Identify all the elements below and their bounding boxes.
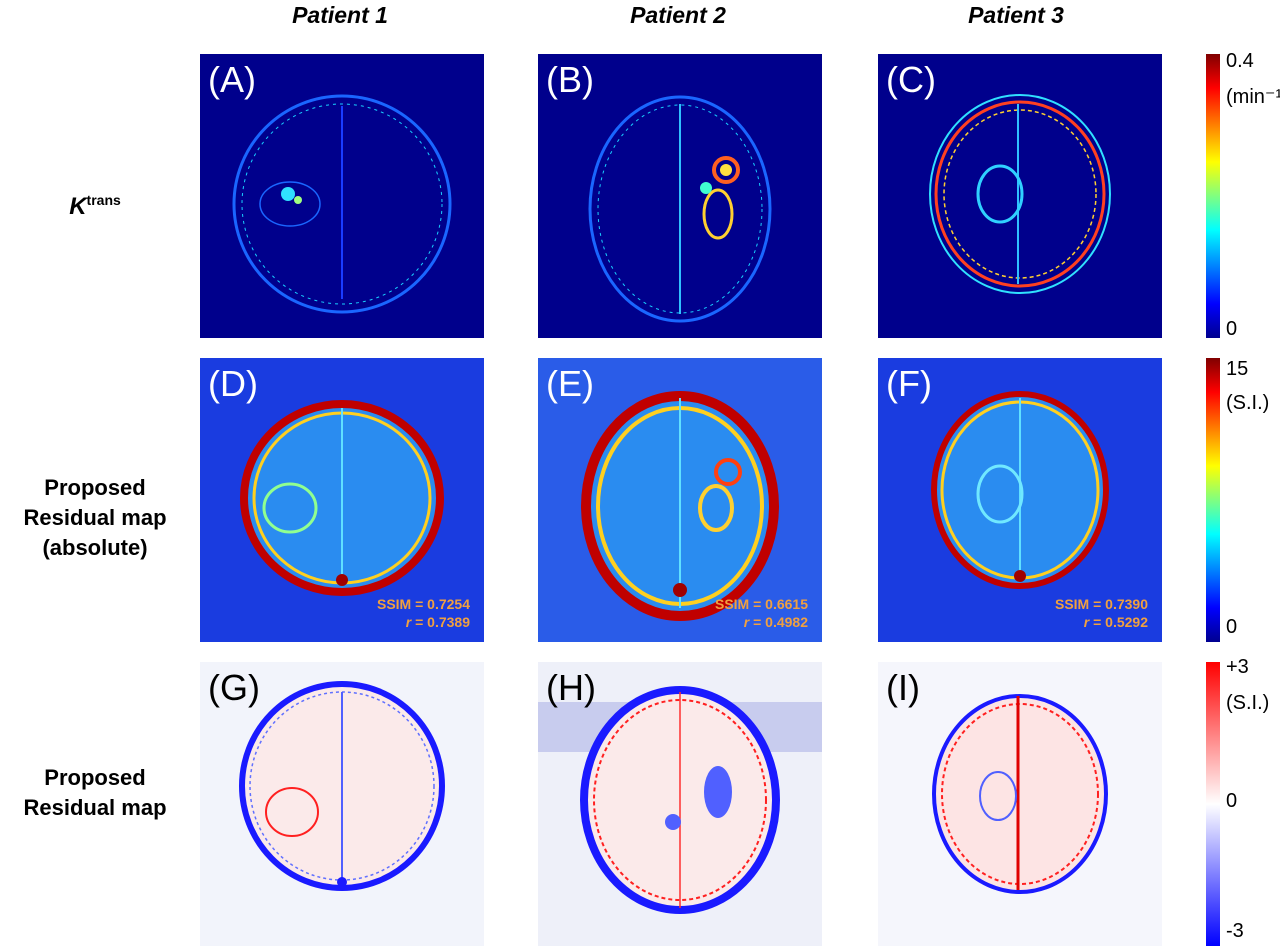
colorbar-res-zero: 0 — [1226, 790, 1238, 812]
colorbar-ktrans-min: 0 — [1226, 318, 1238, 340]
row-label-line: (absolute) — [42, 535, 148, 560]
colorbar-abs-max: 15 — [1226, 358, 1249, 380]
colorbar-res-unit: (S.I.) — [1226, 692, 1270, 714]
panel-c-ktrans-patient-3: (C) — [878, 54, 1162, 338]
colorbar-ktrans — [1206, 54, 1220, 338]
row-label-ktrans: Ktrans — [0, 185, 190, 222]
r-label: r — [405, 614, 412, 630]
ktrans-sup: trans — [86, 192, 121, 208]
panel-b-ktrans-patient-2: (B) — [538, 54, 822, 338]
row-label-line: Proposed — [44, 765, 146, 790]
colorbar-abs-unit: (S.I.) — [1226, 392, 1270, 414]
brain-image — [240, 400, 444, 596]
panel-h-residual-patient-2: (H) — [538, 662, 822, 946]
brain-image — [929, 94, 1111, 294]
brain-image — [931, 391, 1109, 589]
r-value: = 0.7389 — [411, 614, 470, 630]
brain-image — [239, 681, 445, 891]
brain-image — [588, 95, 772, 323]
column-header-patient-3: Patient 3 — [968, 2, 1064, 28]
panel-label: (I) — [886, 667, 920, 708]
brain-image — [581, 391, 779, 621]
ssim-value: SSIM = 0.7390 — [1054, 596, 1148, 612]
colorbar-abs-min: 0 — [1226, 616, 1238, 638]
correlation-value: r = 0.7389 — [406, 614, 470, 630]
correlation-value: r = 0.5292 — [1084, 614, 1148, 630]
column-header-patient-1: Patient 1 — [292, 2, 388, 28]
r-value: = 0.4982 — [749, 614, 808, 630]
row-label-residual: Proposed Residual map — [0, 763, 190, 823]
r-label: r — [743, 614, 750, 630]
brain-image — [232, 94, 452, 314]
panel-d-abs-residual-patient-1: (D) SSIM = 0.7254 r = 0.7389 — [200, 358, 484, 642]
correlation-value: r = 0.4982 — [744, 614, 808, 630]
panel-f-abs-residual-patient-3: (F) SSIM = 0.7390 r = 0.5292 — [878, 358, 1162, 642]
ssim-value: SSIM = 0.6615 — [714, 596, 808, 612]
ktrans-main: K — [69, 193, 87, 220]
panel-label: (B) — [546, 59, 594, 100]
panel-label: (H) — [546, 667, 596, 708]
row-label-line: Residual map — [23, 505, 167, 530]
colorbar-res-min: -3 — [1226, 920, 1244, 942]
column-header-patient-2: Patient 2 — [630, 2, 726, 28]
colorbar-ktrans-max: 0.4 — [1226, 50, 1254, 72]
panel-label: (E) — [546, 363, 594, 404]
r-value: = 0.5292 — [1089, 614, 1148, 630]
panel-label: (D) — [208, 363, 258, 404]
panel-label: (G) — [208, 667, 260, 708]
panel-g-residual-patient-1: (G) — [200, 662, 484, 946]
brain-image — [932, 694, 1108, 894]
colorbar-absolute-residual — [1206, 358, 1220, 642]
colorbar-residual — [1206, 662, 1220, 946]
panel-label: (C) — [886, 59, 936, 100]
row-label-residual-absolute: Proposed Residual map (absolute) — [0, 473, 190, 563]
panel-i-residual-patient-3: (I) — [878, 662, 1162, 946]
brain-image — [538, 686, 822, 914]
r-label: r — [1083, 614, 1090, 630]
row-label-line: Proposed — [44, 475, 146, 500]
row-label-line: Residual map — [23, 795, 167, 820]
panel-label: (A) — [208, 59, 256, 100]
panel-a-ktrans-patient-1: (A) — [200, 54, 484, 338]
colorbar-res-max: +3 — [1226, 656, 1249, 678]
panel-label: (F) — [886, 363, 932, 404]
panel-e-abs-residual-patient-2: (E) SSIM = 0.6615 r = 0.4982 — [538, 358, 822, 642]
ssim-value: SSIM = 0.7254 — [376, 596, 470, 612]
colorbar-ktrans-unit: (min⁻¹ — [1226, 86, 1280, 108]
